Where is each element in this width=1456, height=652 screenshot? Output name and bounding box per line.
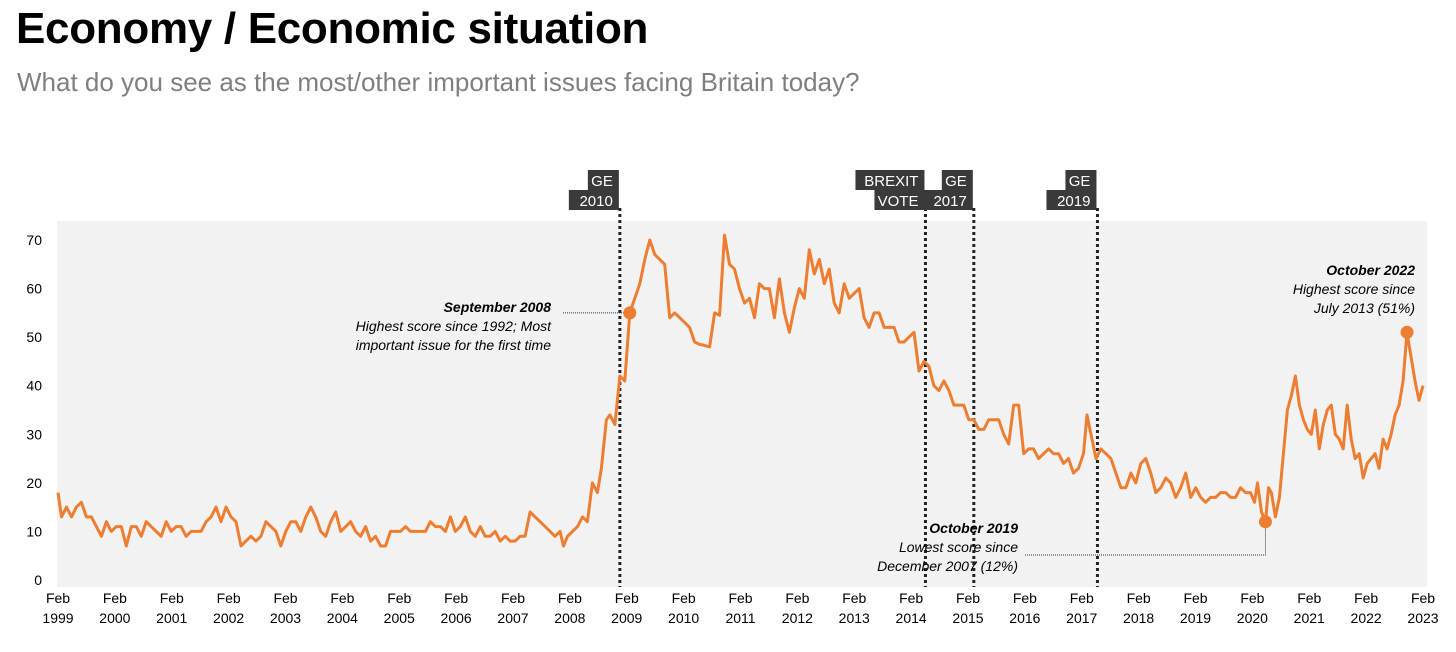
- x-tick-month: Feb: [842, 590, 866, 606]
- x-axis: Feb 1999 Feb 2000 Feb 2001 Feb 2002 Feb 2003 Feb 20…: [42, 590, 1438, 626]
- x-tick-year: 2005: [384, 610, 415, 626]
- x-tick-year: 2010: [668, 610, 699, 626]
- x-tick-month: Feb: [899, 590, 923, 606]
- event-label: BREXIT: [864, 173, 918, 190]
- annotation-text: December 2007 (12%): [877, 558, 1018, 574]
- x-tick-month: Feb: [330, 590, 354, 606]
- x-tick-month: Feb: [785, 590, 809, 606]
- x-tick-month: Feb: [160, 590, 184, 606]
- x-tick-year: 2007: [497, 610, 528, 626]
- annotation-text: Lowest score since: [899, 539, 1018, 555]
- x-tick-year: 2020: [1237, 610, 1268, 626]
- x-tick-month: Feb: [46, 590, 70, 606]
- event-label-bg: [568, 190, 619, 210]
- annotation-text: Highest score since: [1293, 281, 1415, 297]
- y-tick-label: 0: [34, 572, 42, 588]
- annotation-title: September 2008: [444, 299, 552, 315]
- annotation-marker: [1400, 325, 1414, 339]
- x-tick-month: Feb: [387, 590, 411, 606]
- x-tick-month: Feb: [1240, 590, 1264, 606]
- chart-title: Economy / Economic situation: [16, 4, 649, 53]
- x-tick-month: Feb: [1183, 590, 1207, 606]
- x-tick-year: 1999: [42, 610, 73, 626]
- event-label: 2010: [579, 193, 612, 210]
- annotation-title: October 2022: [1326, 262, 1415, 278]
- x-tick-year: 2011: [725, 610, 755, 626]
- annotation-marker: [1258, 515, 1272, 529]
- annotation-marker: [623, 306, 637, 320]
- y-tick-label: 60: [26, 281, 42, 297]
- annotation-text: Highest score since 1992; Most: [356, 318, 552, 334]
- x-tick-month: Feb: [1070, 590, 1094, 606]
- event-label: GE: [1069, 173, 1091, 190]
- annotations: September 2008 Highest score since 1992; …: [356, 262, 1416, 574]
- series-layer: [56, 233, 1425, 548]
- y-tick-label: 40: [26, 378, 42, 394]
- event-label-bg: [1046, 190, 1097, 210]
- x-tick-month: Feb: [1297, 590, 1321, 606]
- x-tick-month: Feb: [1013, 590, 1037, 606]
- series-line: [56, 233, 1425, 548]
- event-label: GE: [591, 173, 613, 190]
- x-tick-month: Feb: [672, 590, 696, 606]
- event-label-bg: [922, 190, 973, 210]
- event-label-bg: [587, 170, 619, 190]
- annotation-title: October 2019: [929, 520, 1018, 536]
- x-tick-month: Feb: [1354, 590, 1378, 606]
- x-tick-year: 2013: [839, 610, 870, 626]
- x-tick-month: Feb: [103, 590, 127, 606]
- event-label: GE: [945, 173, 967, 190]
- x-tick-month: Feb: [273, 590, 297, 606]
- x-tick-year: 2006: [441, 610, 472, 626]
- x-tick-year: 2021: [1294, 610, 1325, 626]
- x-tick-year: 2023: [1407, 610, 1438, 626]
- x-tick-year: 2018: [1123, 610, 1154, 626]
- annotation-leader: [1025, 527, 1266, 556]
- y-axis: 0 10 20 30 40 50 60 70: [26, 232, 42, 588]
- x-tick-year: 2017: [1066, 610, 1097, 626]
- x-tick-month: Feb: [1127, 590, 1151, 606]
- chart-subtitle: What do you see as the most/other import…: [17, 67, 860, 97]
- annotation-text: important issue for the first time: [356, 337, 552, 353]
- x-tick-year: 2001: [156, 610, 187, 626]
- x-tick-month: Feb: [615, 590, 639, 606]
- x-tick-month: Feb: [1411, 590, 1435, 606]
- x-tick-year: 2012: [782, 610, 813, 626]
- x-tick-year: 2014: [896, 610, 927, 626]
- x-tick-year: 2016: [1009, 610, 1040, 626]
- x-tick-month: Feb: [956, 590, 980, 606]
- x-tick-month: Feb: [501, 590, 525, 606]
- y-tick-label: 20: [26, 475, 42, 491]
- event-label-bg: [1065, 170, 1097, 190]
- annotation-text: July 2013 (51%): [1313, 300, 1415, 316]
- y-tick-label: 50: [26, 329, 42, 345]
- x-tick-year: 2019: [1180, 610, 1211, 626]
- event-label: 2017: [933, 193, 966, 210]
- event-label: 2019: [1057, 193, 1090, 210]
- x-tick-year: 2015: [952, 610, 983, 626]
- x-tick-year: 2009: [611, 610, 642, 626]
- event-label: VOTE: [878, 193, 919, 210]
- plot-background: [57, 221, 1427, 587]
- x-tick-month: Feb: [728, 590, 752, 606]
- x-tick-year: 2004: [327, 610, 358, 626]
- x-tick-year: 2022: [1351, 610, 1382, 626]
- y-tick-label: 10: [26, 523, 42, 539]
- event-label-bg: [941, 170, 973, 190]
- y-tick-label: 70: [26, 232, 42, 248]
- x-tick-year: 2003: [270, 610, 301, 626]
- x-tick-year: 2002: [213, 610, 244, 626]
- x-tick-month: Feb: [558, 590, 582, 606]
- y-tick-label: 30: [26, 426, 42, 442]
- x-tick-year: 2008: [554, 610, 585, 626]
- x-tick-year: 2000: [99, 610, 130, 626]
- event-markers: GE 2010 BREXIT VOTE GE 2017 GE 2019: [568, 170, 1099, 587]
- event-label-bg: [855, 170, 925, 190]
- event-label-bg: [874, 190, 925, 210]
- x-tick-month: Feb: [444, 590, 468, 606]
- x-tick-month: Feb: [217, 590, 241, 606]
